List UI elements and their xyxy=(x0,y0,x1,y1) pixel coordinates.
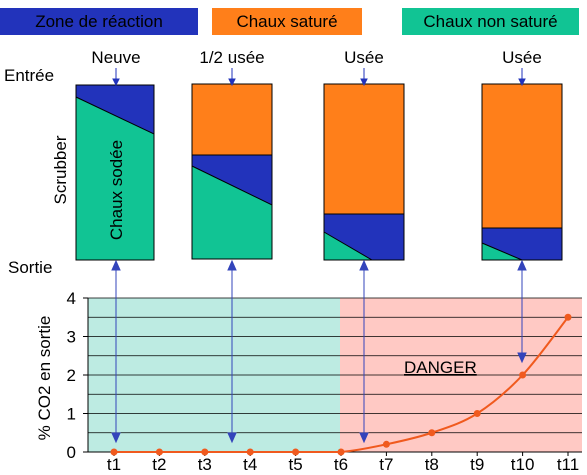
y-tick-label: 3 xyxy=(67,328,76,347)
y-tick-label: 1 xyxy=(67,405,76,424)
legend-unsaturated-lime: Chaux non saturé xyxy=(402,8,579,35)
co2-series xyxy=(110,313,572,456)
x-tick-label: t9 xyxy=(470,455,484,474)
y-tick-label: 4 xyxy=(67,289,76,308)
canister-used-2 xyxy=(481,83,563,261)
canister-used-reaction-zone xyxy=(323,213,405,261)
x-tick-label: t10 xyxy=(511,455,535,474)
x-tick-label: t7 xyxy=(379,455,393,474)
y-tick-label: 0 xyxy=(67,443,76,462)
x-tick-label: t1 xyxy=(107,455,121,474)
x-tick-label: t6 xyxy=(334,455,348,474)
y-axis-label: % CO2 en sortie xyxy=(35,316,54,441)
scrubber-label: Scrubber xyxy=(51,135,70,204)
stage-label-new: Neuve xyxy=(91,48,141,67)
data-point xyxy=(564,313,572,321)
data-point xyxy=(155,448,163,456)
legend-saturated-lime: Chaux saturé xyxy=(212,8,362,35)
inlet-label: Entrée xyxy=(4,66,55,85)
canister-used-saturated xyxy=(323,83,405,215)
stage-label-used: Usée xyxy=(344,48,384,67)
canister-new-reaction-zone xyxy=(75,84,155,135)
canister-used-2-saturated xyxy=(481,83,563,229)
data-point xyxy=(110,448,118,456)
data-point xyxy=(382,440,390,448)
data-point xyxy=(246,448,254,456)
data-point xyxy=(292,448,300,456)
data-point xyxy=(473,410,481,417)
canister-half-used-saturated xyxy=(191,83,273,156)
data-point xyxy=(201,448,209,456)
data-point xyxy=(519,371,527,379)
x-tick-label: t2 xyxy=(152,455,166,474)
x-tick-label: t5 xyxy=(289,455,303,474)
canister-new: Chaux sodée xyxy=(75,84,155,261)
legend-reaction-zone: Zone de réaction xyxy=(0,8,198,35)
x-tick-label: t11 xyxy=(557,455,579,474)
stage-label-used-2: Usée xyxy=(502,48,542,67)
canister-half-used-reaction-zone xyxy=(191,154,273,206)
stage-label-half-used: 1/2 usée xyxy=(199,48,265,67)
outlet-label: Sortie xyxy=(8,258,53,277)
canister-used xyxy=(323,83,405,261)
danger-label: DANGER xyxy=(404,358,477,377)
y-tick-labels: 0 1 2 3 4 xyxy=(67,289,88,462)
x-tick-label: t3 xyxy=(198,455,212,474)
canister-used-2-reaction-zone xyxy=(481,227,563,261)
data-point xyxy=(337,448,345,456)
chart-gridlines xyxy=(88,297,582,434)
canister-half-used xyxy=(191,83,273,260)
x-tick-labels: t1 t2 t3 t4 t5 t6 t7 t8 t9 t10 t11 xyxy=(107,452,579,474)
inlet-arrows xyxy=(112,68,526,87)
x-tick-label: t4 xyxy=(243,455,257,474)
soda-lime-label: Chaux sodée xyxy=(107,140,126,240)
data-point xyxy=(428,429,436,437)
y-tick-label: 2 xyxy=(67,366,76,385)
canister-to-chart-arrows xyxy=(111,259,527,444)
x-tick-label: t8 xyxy=(425,455,439,474)
